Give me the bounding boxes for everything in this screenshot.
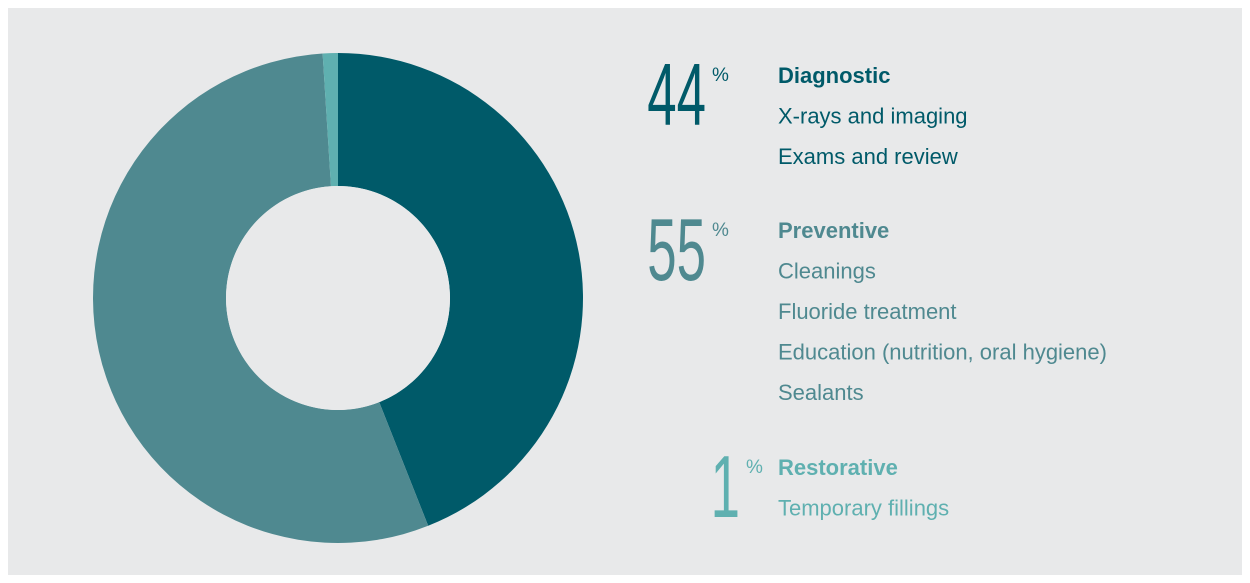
- legend-number: 1: [711, 438, 740, 536]
- percent-value: 44: [647, 46, 706, 144]
- category-title: Diagnostic: [778, 63, 890, 88]
- percent-sign: %: [712, 65, 729, 86]
- percent-sign: %: [746, 457, 763, 478]
- category-item: Fluoride treatment: [778, 299, 957, 324]
- percent-value: 55: [647, 201, 706, 299]
- category-item: Education (nutrition, oral hygiene): [778, 340, 1107, 365]
- category-item: Temporary fillings: [778, 496, 949, 521]
- percent-value: 1: [711, 438, 740, 536]
- donut-hole: [226, 186, 450, 410]
- percent-sign: %: [712, 220, 729, 241]
- donut-slice: [92, 53, 429, 543]
- donut-slice: [322, 53, 338, 187]
- category-title: Preventive: [778, 218, 889, 243]
- legend-number: 55: [647, 201, 706, 299]
- category-item: X-rays and imaging: [778, 104, 968, 129]
- donut-slice: [338, 53, 583, 526]
- category-item: Cleanings: [778, 259, 876, 284]
- legend-number: 44: [647, 46, 706, 144]
- category-title: Restorative: [778, 455, 898, 480]
- category-item: Sealants: [778, 380, 864, 405]
- category-item: Exams and review: [778, 144, 958, 169]
